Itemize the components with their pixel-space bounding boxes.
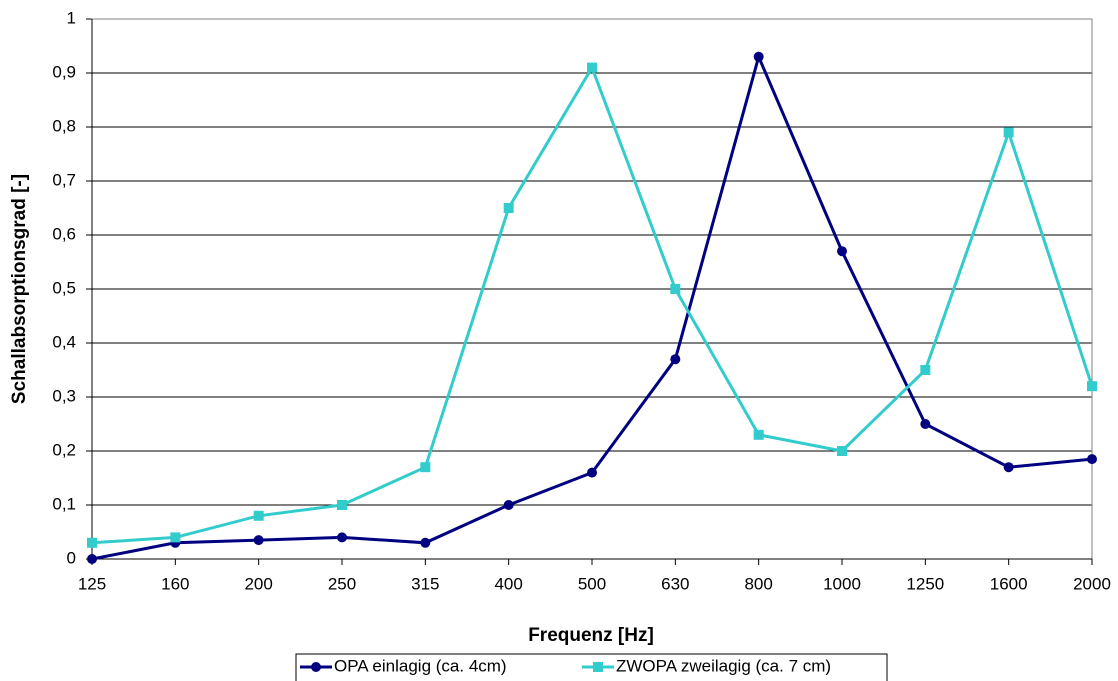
marker [753, 51, 764, 62]
marker [837, 446, 847, 456]
x-tick-label: 250 [328, 574, 356, 593]
marker [170, 532, 181, 543]
marker [587, 62, 597, 73]
marker [420, 462, 431, 473]
marker [311, 662, 321, 672]
marker [920, 365, 931, 375]
x-tick-label: 1000 [823, 574, 861, 593]
x-tick-label: 1600 [990, 574, 1028, 593]
y-tick-label: 0,3 [52, 386, 76, 405]
y-tick-label: 0,1 [52, 494, 76, 513]
legend-label: ZWOPA zweilagig (ca. 7 cm) [616, 656, 831, 675]
marker [837, 246, 847, 257]
marker [1087, 381, 1097, 392]
legend-label: OPA einlagig (ca. 4cm) [334, 656, 507, 675]
x-tick-label: 2000 [1073, 574, 1111, 593]
x-axis-title: Frequenz [Hz] [528, 625, 654, 646]
series-line [91, 52, 1093, 561]
marker [87, 537, 97, 548]
x-tick-label: 1250 [906, 574, 944, 593]
marker [670, 354, 681, 365]
y-tick-label: 0,2 [52, 440, 76, 459]
y-axis-title: Schallabsorptionsgrad [-] [9, 174, 30, 404]
x-tick-label: 500 [578, 574, 606, 593]
marker [1087, 454, 1097, 465]
y-tick-label: 1 [67, 8, 76, 27]
y-tick-label: 0,7 [52, 170, 76, 189]
x-tick-label: 160 [161, 574, 189, 593]
marker [503, 500, 514, 510]
marker [1003, 462, 1014, 473]
marker [593, 662, 603, 672]
marker [503, 203, 514, 213]
x-tick-label: 125 [78, 574, 106, 593]
y-tick-label: 0,4 [52, 332, 76, 351]
marker [753, 429, 764, 440]
marker [1003, 127, 1014, 138]
y-tick-label: 0 [67, 548, 76, 567]
marker [87, 554, 97, 564]
marker [587, 467, 597, 478]
y-tick-label: 0,8 [52, 116, 76, 135]
legend-box [295, 653, 888, 681]
marker [337, 500, 347, 510]
marker [253, 510, 264, 521]
marker [253, 535, 264, 546]
marker [670, 284, 681, 294]
y-tick-label: 0,9 [52, 62, 76, 81]
y-tick-label: 0,5 [52, 278, 76, 297]
x-tick-label: 400 [494, 574, 522, 593]
x-tick-label: 200 [244, 574, 272, 593]
x-tick-label: 630 [661, 574, 689, 593]
marker [920, 419, 931, 429]
marker [337, 532, 347, 543]
marker [420, 537, 431, 548]
y-tick-label: 0,6 [52, 224, 76, 243]
x-tick-label: 800 [744, 574, 772, 593]
x-tick-label: 315 [411, 574, 439, 593]
